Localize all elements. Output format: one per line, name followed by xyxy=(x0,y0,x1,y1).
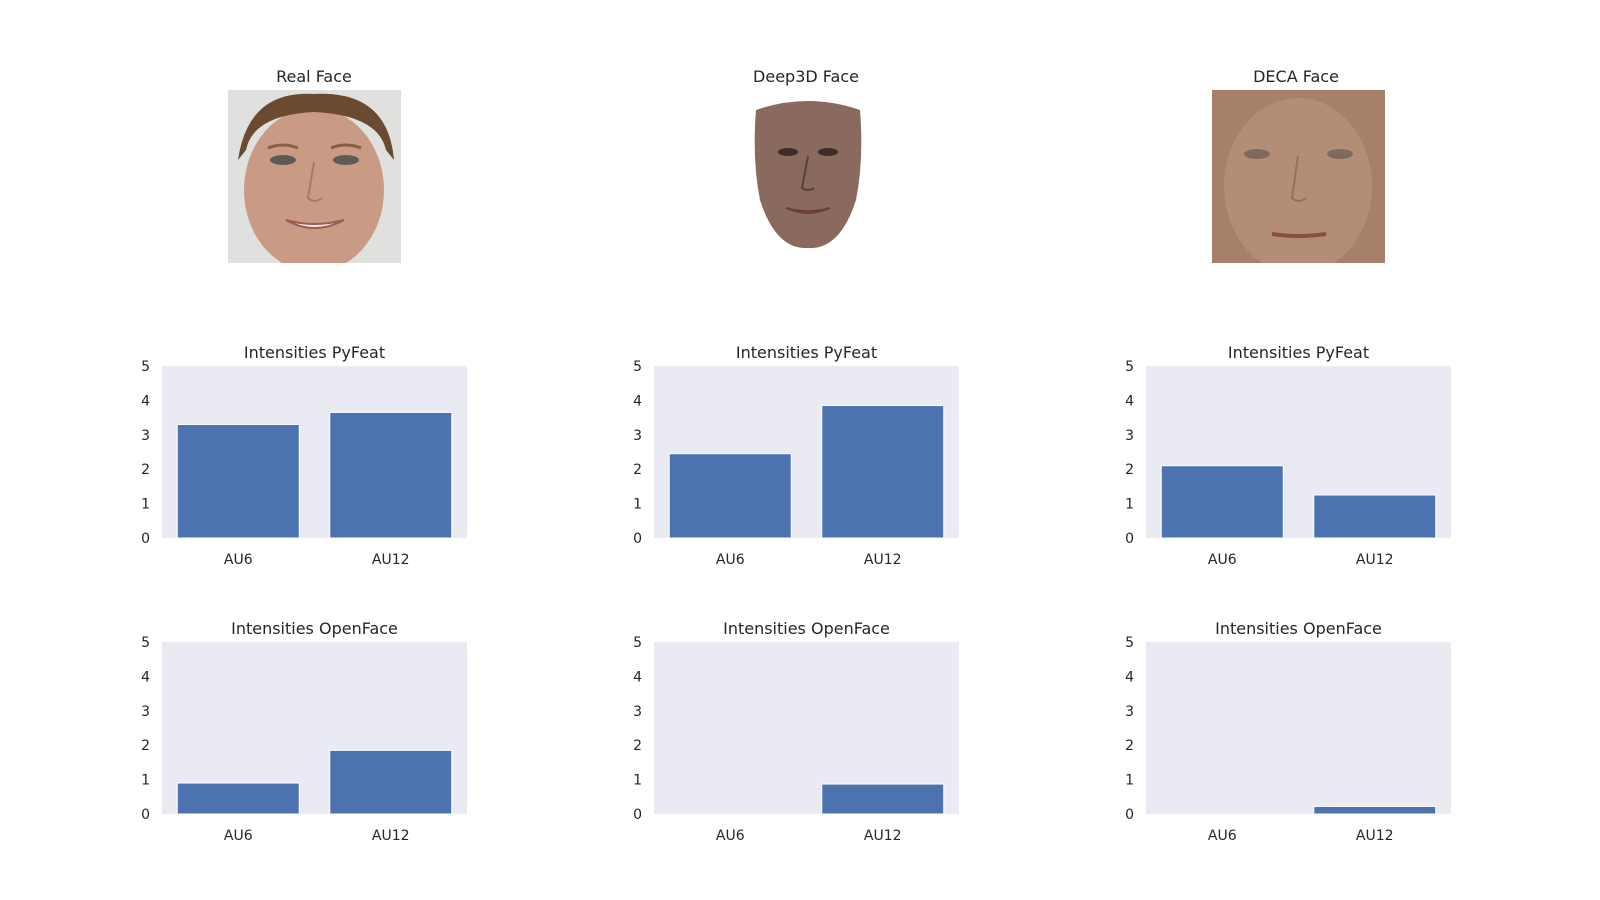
y-tick-label: 5 xyxy=(1125,635,1134,651)
x-tick-label: AU12 xyxy=(1356,828,1394,844)
y-tick-label: 3 xyxy=(633,704,642,720)
x-tick-label: AU12 xyxy=(864,552,902,568)
face-title-real: Real Face xyxy=(276,67,352,86)
chart-pyfeat-deca: Intensities PyFeat 0 1 2 3 4 5 AU6 AU12 xyxy=(1104,340,1504,590)
x-tick-label: AU6 xyxy=(1208,552,1237,568)
y-tick-label: 4 xyxy=(1125,669,1134,685)
x-tick-label: AU6 xyxy=(716,828,745,844)
y-tick-label: 4 xyxy=(633,669,642,685)
bar-au12 xyxy=(821,783,945,815)
y-tick-label: 4 xyxy=(141,393,150,409)
deep3d-face-render xyxy=(722,90,895,263)
y-tick-label: 0 xyxy=(1125,531,1134,547)
y-tick-label: 1 xyxy=(141,773,150,789)
chart-title: Intensities OpenFace xyxy=(231,619,398,638)
bar-au6 xyxy=(668,453,792,539)
y-tick-label: 3 xyxy=(1125,428,1134,444)
y-tick-label: 3 xyxy=(633,428,642,444)
y-tick-label: 5 xyxy=(141,359,150,375)
x-tick-label: AU12 xyxy=(372,552,410,568)
bar-au6 xyxy=(176,423,300,539)
chart-openface-deep3d: Intensities OpenFace 0 1 2 3 4 5 AU6 AU12 xyxy=(612,616,1012,866)
y-tick-label: 0 xyxy=(633,531,642,547)
y-tick-label: 0 xyxy=(141,807,150,823)
chart-openface-deca: Intensities OpenFace 0 1 2 3 4 5 AU6 AU12 xyxy=(1104,616,1504,866)
y-tick-label: 1 xyxy=(633,773,642,789)
y-tick-label: 2 xyxy=(141,738,150,754)
bar-au6 xyxy=(176,782,300,815)
y-tick-label: 3 xyxy=(1125,704,1134,720)
y-tick-label: 4 xyxy=(1125,393,1134,409)
y-tick-label: 1 xyxy=(141,497,150,513)
y-tick-label: 5 xyxy=(1125,359,1134,375)
bar-au12 xyxy=(1313,805,1437,815)
y-tick-label: 5 xyxy=(633,635,642,651)
y-tick-label: 3 xyxy=(141,428,150,444)
y-tick-label: 2 xyxy=(1125,738,1134,754)
x-tick-label: AU6 xyxy=(1208,828,1237,844)
x-tick-label: AU12 xyxy=(864,828,902,844)
y-tick-label: 0 xyxy=(1125,807,1134,823)
x-tick-label: AU12 xyxy=(372,828,410,844)
bar-au12 xyxy=(329,411,453,539)
y-tick-label: 2 xyxy=(633,738,642,754)
x-tick-label: AU6 xyxy=(224,552,253,568)
chart-pyfeat-real: Intensities PyFeat 0 1 2 3 4 5 AU6 AU12 xyxy=(120,340,520,590)
chart-openface-real: Intensities OpenFace 0 1 2 3 4 5 AU6 AU12 xyxy=(120,616,520,866)
y-tick-label: 2 xyxy=(141,462,150,478)
chart-title: Intensities OpenFace xyxy=(723,619,890,638)
y-tick-label: 1 xyxy=(1125,497,1134,513)
y-tick-label: 5 xyxy=(141,635,150,651)
real-face-photo xyxy=(228,90,401,263)
x-tick-label: AU6 xyxy=(716,552,745,568)
y-tick-label: 4 xyxy=(141,669,150,685)
plot-area xyxy=(1146,642,1451,814)
bar-au12 xyxy=(329,749,453,815)
bar-au12 xyxy=(1313,494,1437,539)
y-tick-label: 0 xyxy=(141,531,150,547)
deca-face-render xyxy=(1212,90,1385,263)
bar-au12 xyxy=(821,405,945,539)
chart-pyfeat-deep3d: Intensities PyFeat 0 1 2 3 4 5 AU6 AU12 xyxy=(612,340,1012,590)
y-tick-label: 1 xyxy=(1125,773,1134,789)
y-tick-label: 4 xyxy=(633,393,642,409)
chart-title: Intensities PyFeat xyxy=(1228,343,1369,362)
y-tick-label: 2 xyxy=(633,462,642,478)
y-tick-label: 1 xyxy=(633,497,642,513)
x-tick-label: AU12 xyxy=(1356,552,1394,568)
x-tick-label: AU6 xyxy=(224,828,253,844)
y-tick-label: 0 xyxy=(633,807,642,823)
face-title-deep3d: Deep3D Face xyxy=(753,67,859,86)
y-tick-label: 5 xyxy=(633,359,642,375)
y-tick-label: 2 xyxy=(1125,462,1134,478)
chart-title: Intensities OpenFace xyxy=(1215,619,1382,638)
chart-title: Intensities PyFeat xyxy=(736,343,877,362)
face-title-deca: DECA Face xyxy=(1253,67,1339,86)
chart-title: Intensities PyFeat xyxy=(244,343,385,362)
bar-au6 xyxy=(1160,465,1284,539)
y-tick-label: 3 xyxy=(141,704,150,720)
